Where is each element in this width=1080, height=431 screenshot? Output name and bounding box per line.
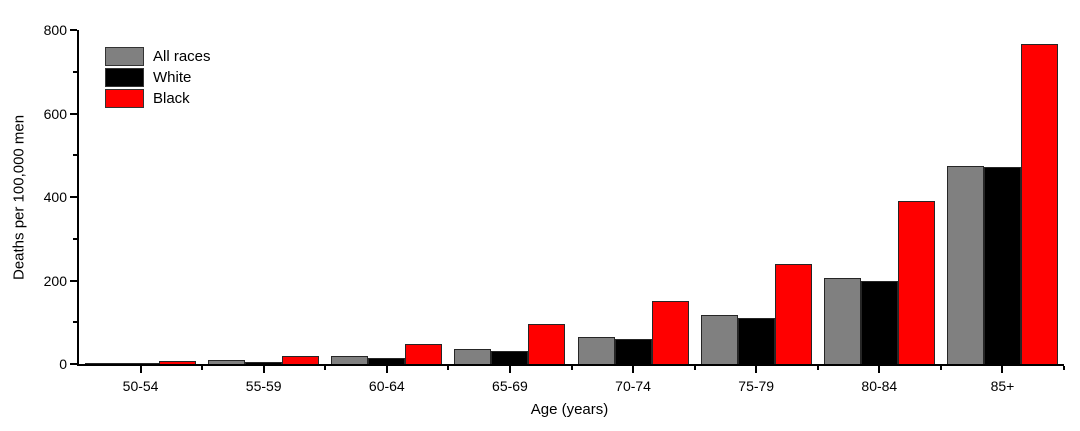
legend-item-white: White — [105, 68, 211, 87]
x-boundary-tick — [201, 366, 204, 370]
bar-group-65-69: 65-69 — [448, 30, 573, 394]
y-major-tick — [70, 363, 77, 365]
y-major-tick — [70, 29, 77, 31]
bar-all-races-60-64 — [331, 356, 369, 364]
bar-white-60-64 — [368, 358, 406, 364]
plot-area: 0 200 400 600 800 50-54 55-59 60-64 65-69 70-74 7… — [44, 23, 1065, 394]
y-tick-label: 800 — [43, 22, 67, 38]
x-axis-title: Age (years) — [530, 401, 609, 418]
x-major-tick — [385, 366, 388, 373]
y-major-tick — [70, 196, 77, 198]
bar-all-races-75-79 — [700, 314, 738, 364]
bar-all-races-85+ — [946, 166, 984, 364]
x-tick-label: 65-69 — [492, 378, 528, 394]
legend-label: White — [153, 69, 192, 86]
y-minor-tick — [73, 321, 77, 324]
bar-white-85+ — [983, 166, 1021, 364]
legend-item-all-races: All races — [105, 47, 211, 66]
bar-black-70-74 — [651, 301, 689, 364]
legend-label: Black — [153, 90, 190, 107]
bar-groups: 50-54 55-59 60-64 65-69 70-74 75-79 80-84 85+ — [79, 30, 1065, 394]
y-tick-label: 600 — [43, 105, 67, 122]
bar-black-65-69 — [528, 323, 566, 364]
x-major-tick — [755, 366, 758, 373]
bar-all-races-65-69 — [454, 348, 492, 364]
bar-group-85+: 85+ — [941, 30, 1065, 394]
y-major-tick — [70, 279, 77, 282]
legend-swatch-icon — [105, 47, 144, 66]
legend-item-black: Black — [105, 89, 211, 108]
x-boundary-tick — [1063, 366, 1065, 370]
y-minor-tick — [73, 70, 77, 73]
bar-white-55-59 — [245, 361, 283, 364]
x-tick-label: 75-79 — [738, 378, 775, 394]
bar-group-70-74: 70-74 — [572, 30, 696, 394]
legend: All races White Black — [105, 47, 211, 110]
bar-white-80-84 — [860, 280, 898, 364]
x-major-tick — [139, 366, 142, 373]
y-tick-label: 0 — [59, 356, 67, 372]
y-minor-tick — [73, 154, 77, 157]
bar-group-60-64: 60-64 — [325, 30, 450, 394]
x-boundary-tick — [447, 366, 450, 370]
legend-swatch-icon — [105, 89, 144, 108]
bar-white-75-79 — [737, 317, 775, 364]
x-major-tick — [632, 366, 635, 373]
legend-swatch-icon — [105, 68, 144, 87]
y-tick-label: 400 — [43, 189, 67, 205]
bar-black-80-84 — [897, 201, 935, 364]
bar-group-55-59: 55-59 — [202, 30, 327, 394]
x-boundary-tick — [939, 366, 942, 370]
bar-black-55-59 — [282, 355, 320, 364]
x-major-tick — [878, 366, 881, 373]
x-boundary-tick — [693, 366, 696, 370]
bar-all-races-55-59 — [208, 359, 246, 364]
x-major-tick — [508, 366, 511, 373]
bar-all-races-70-74 — [577, 336, 615, 364]
bar-all-races-50-54 — [85, 363, 123, 364]
x-major-tick — [1001, 366, 1004, 373]
y-tick-label: 200 — [43, 272, 67, 289]
bar-white-65-69 — [491, 351, 529, 364]
x-tick-label: 70-74 — [615, 378, 651, 394]
x-boundary-tick — [570, 366, 573, 370]
x-tick-label: 50-54 — [122, 378, 159, 394]
bar-group-75-79: 75-79 — [695, 30, 819, 394]
y-major-tick — [70, 112, 77, 115]
bar-black-50-54 — [159, 360, 197, 364]
x-tick-label: 80-84 — [861, 378, 898, 394]
x-boundary-tick — [816, 366, 819, 370]
x-tick-label: 60-64 — [368, 378, 405, 394]
y-minor-tick — [73, 237, 77, 240]
bar-group-80-84: 80-84 — [818, 30, 942, 394]
bar-black-85+ — [1020, 44, 1058, 364]
bar-white-70-74 — [614, 338, 652, 364]
bar-group-50-54: 50-54 — [79, 30, 204, 394]
legend-label: All races — [153, 48, 211, 65]
bar-all-races-80-84 — [823, 277, 861, 364]
x-major-tick — [262, 366, 265, 373]
x-boundary-tick — [324, 366, 327, 370]
x-tick-label: 55-59 — [245, 378, 282, 394]
bar-white-50-54 — [122, 363, 160, 364]
bar-black-60-64 — [405, 343, 443, 364]
x-tick-label: 85+ — [990, 378, 1015, 394]
bar-black-75-79 — [774, 264, 812, 364]
